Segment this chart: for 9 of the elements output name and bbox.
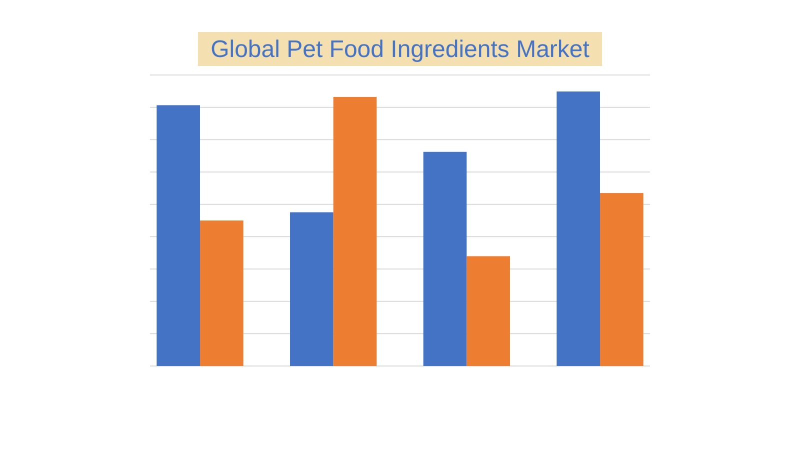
bar — [466, 256, 510, 366]
bar — [556, 91, 600, 366]
bar — [423, 152, 467, 366]
bar — [156, 105, 200, 366]
bar — [600, 193, 644, 366]
bar — [333, 96, 377, 366]
bar — [290, 212, 334, 366]
chart-title: Global Pet Food Ingredients Market — [210, 36, 590, 63]
bar — [200, 220, 244, 366]
